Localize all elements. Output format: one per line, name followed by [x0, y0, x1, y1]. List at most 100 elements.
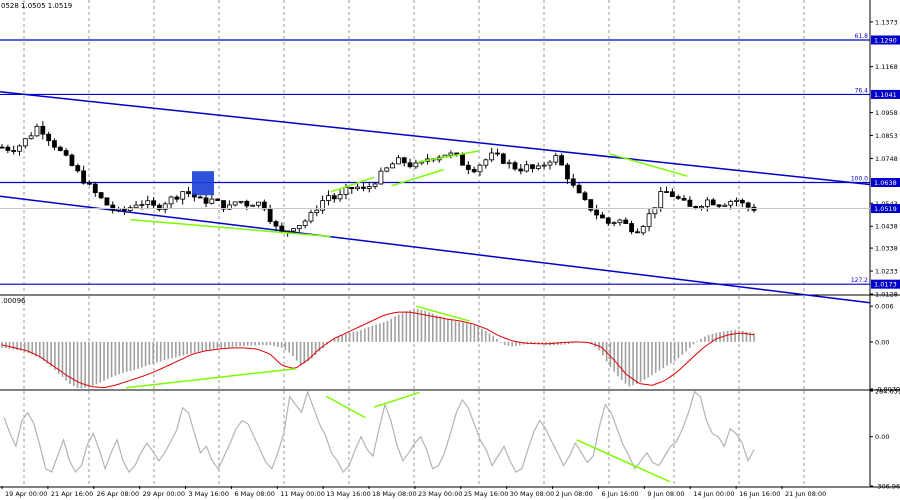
- price-axis-label: 1.0128: [875, 291, 898, 299]
- macd-histogram-bar: [450, 320, 453, 342]
- time-axis-label: 29 Apr 00:00: [143, 490, 185, 498]
- candle-body: [687, 199, 693, 207]
- time-axis-label: 18 May 08:00: [372, 490, 417, 498]
- candle-body: [197, 196, 203, 199]
- candle-body: [401, 157, 407, 164]
- macd-histogram-bar: [518, 341, 521, 346]
- candle-body: [553, 155, 559, 163]
- macd-histogram-bar: [258, 341, 260, 346]
- macd-histogram-bar: [707, 335, 710, 342]
- candle-body: [232, 201, 238, 206]
- candle-body: [465, 164, 471, 170]
- macd-histogram-bar: [416, 308, 419, 342]
- macd-histogram-bar: [734, 330, 736, 342]
- price-axis-label: 1.1373: [875, 18, 898, 26]
- divergence-line: [391, 168, 444, 187]
- time-axis-label: 6 Jun 16:00: [601, 490, 638, 498]
- candle-body: [728, 201, 734, 206]
- macd-histogram-bar: [69, 341, 71, 384]
- macd-histogram-bar: [356, 331, 359, 342]
- candle-body: [267, 208, 273, 223]
- macd-histogram-bar: [57, 341, 60, 374]
- time-axis-label: 25 May 16:00: [464, 490, 509, 498]
- macd-histogram-bar: [654, 341, 657, 373]
- macd-histogram-bar: [80, 341, 83, 389]
- candle-body: [710, 199, 716, 206]
- candle-body: [52, 140, 57, 148]
- macd-histogram-bar: [609, 341, 612, 367]
- macd-histogram-bar: [27, 341, 30, 354]
- macd-histogram-bar: [466, 323, 468, 342]
- candle-body: [565, 164, 570, 180]
- candle-body: [617, 219, 623, 224]
- candle-body: [302, 220, 308, 226]
- macd-histogram-bar: [379, 323, 381, 342]
- macd-histogram-bar: [337, 336, 340, 342]
- candle-body: [349, 187, 355, 190]
- cci-pane: [3, 389, 755, 483]
- macd-histogram-bar: [99, 341, 102, 383]
- macd-histogram-bar: [613, 341, 615, 372]
- candle-body: [226, 204, 232, 210]
- channel-upper-line: [0, 91, 871, 186]
- macd-histogram-bar: [677, 341, 680, 359]
- macd-histogram-bar: [156, 341, 158, 363]
- fibo-level-label: 100.0: [851, 176, 868, 183]
- macd-histogram-bar: [363, 328, 366, 342]
- macd-histogram-bar: [673, 341, 676, 362]
- cci-line: [3, 389, 755, 474]
- macd-histogram-bar: [371, 325, 374, 342]
- price-axis-label: 1.0853: [875, 132, 898, 140]
- candle-body: [337, 194, 343, 200]
- candle-body: [244, 200, 250, 207]
- candle-body: [291, 228, 296, 232]
- cci-divergence-line: [325, 395, 366, 419]
- macd-histogram-bar: [88, 341, 90, 388]
- macd-histogram-bar: [345, 333, 347, 342]
- macd-histogram-bar: [307, 341, 309, 362]
- macd-histogram-bar: [643, 341, 646, 380]
- macd-histogram-bar: [639, 341, 642, 383]
- fibo-level-label: 127.2: [851, 277, 868, 284]
- candle-body: [384, 167, 390, 172]
- macd-divergence-line: [126, 367, 296, 389]
- candle-body: [250, 204, 256, 207]
- divergence-line: [130, 218, 331, 238]
- macd-histogram-bar: [31, 341, 34, 355]
- macd-histogram-bar: [420, 309, 423, 342]
- macd-histogram-bar: [647, 341, 649, 378]
- grid-layer: [0, 0, 900, 488]
- candle-body: [582, 192, 588, 200]
- macd-histogram-bar: [469, 323, 472, 342]
- macd-histogram-bar: [269, 341, 272, 346]
- candle-body: [681, 197, 687, 201]
- macd-histogram-bar: [159, 341, 162, 362]
- macd-histogram-bar: [511, 341, 513, 347]
- macd-histogram-bar: [484, 331, 487, 342]
- current-price-tag: [871, 204, 900, 214]
- candle-body: [361, 186, 366, 189]
- macd-histogram-bar: [292, 341, 294, 356]
- macd-histogram-bar: [670, 341, 672, 364]
- macd-histogram-bar: [341, 335, 343, 342]
- candle-body: [343, 187, 349, 195]
- candle-body: [168, 196, 174, 205]
- macd-axis-label: 0.006: [875, 303, 894, 311]
- macd-histogram-bar: [726, 330, 729, 342]
- candle-body: [699, 206, 704, 209]
- candle-body: [285, 230, 291, 233]
- candle-body: [145, 200, 151, 205]
- candle-body: [221, 200, 226, 210]
- macd-histogram-bar: [628, 341, 631, 387]
- macd-histogram-bar: [360, 330, 362, 342]
- macd-histogram-bar: [530, 341, 532, 344]
- macd-histogram-bar: [8, 341, 11, 349]
- macd-histogram-bar: [443, 317, 445, 342]
- candle-body: [209, 198, 215, 204]
- macd-histogram-bar: [235, 341, 238, 347]
- candle-body: [63, 150, 69, 156]
- macd-histogram-bar: [152, 341, 154, 364]
- macd-histogram-bar: [386, 321, 389, 342]
- candle-body: [547, 161, 553, 166]
